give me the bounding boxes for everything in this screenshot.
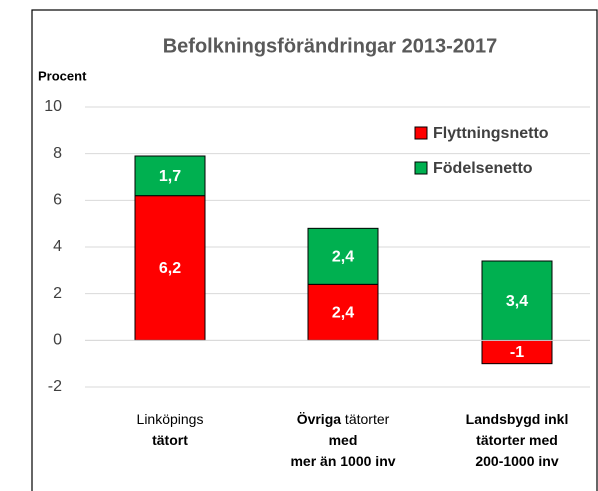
x-tick-label: Övriga tätorter [297, 411, 390, 427]
y-tick-label: 10 [44, 98, 62, 115]
x-tick-label: Linköpings [137, 411, 204, 427]
x-tick-label: tätort [152, 432, 188, 448]
x-tick-label: 200-1000 inv [475, 453, 558, 469]
x-tick-label: tätorter med [476, 432, 558, 448]
y-axis-label: Procent [38, 68, 87, 83]
legend-swatch [414, 126, 428, 140]
legend-label: Födelsenetto [433, 160, 533, 177]
data-label: -1 [510, 344, 524, 361]
y-tick-label: 4 [53, 238, 62, 255]
label-part: Linköpings [137, 411, 204, 427]
label-part: med [329, 432, 358, 448]
data-label: 3,4 [506, 293, 528, 310]
bar-segment [307, 227, 379, 285]
bar-segment [307, 283, 379, 341]
label-part: tätorter med [476, 432, 558, 448]
bar-segment [134, 155, 206, 197]
y-tick-label: 8 [53, 145, 62, 162]
chart-title: Befolkningsförändringar 2013-2017 [163, 35, 498, 57]
y-tick-label: 0 [53, 332, 62, 349]
label-part: tätorter [341, 411, 390, 427]
data-label: 2,4 [332, 305, 354, 322]
x-tick-label: mer än 1000 inv [290, 453, 395, 469]
x-tick-label: med [329, 432, 358, 448]
bar-segment [481, 260, 553, 341]
bar-segment [134, 195, 206, 341]
data-label: 1,7 [159, 168, 181, 185]
legend-label: Flyttningsnetto [433, 125, 549, 142]
label-part: 200-1000 inv [475, 453, 558, 469]
legend-swatch [414, 161, 428, 175]
x-tick-label: Landsbygd inkl [466, 411, 569, 427]
label-part: tätort [152, 432, 188, 448]
label-part: Övriga [297, 411, 342, 427]
label-part: mer än 1000 inv [290, 453, 395, 469]
data-label: 2,4 [332, 249, 354, 266]
label-part: Landsbygd inkl [466, 411, 569, 427]
y-tick-label: -2 [48, 378, 62, 395]
y-tick-label: 6 [53, 192, 62, 209]
y-tick-label: 2 [53, 285, 62, 302]
data-label: 6,2 [159, 260, 181, 277]
